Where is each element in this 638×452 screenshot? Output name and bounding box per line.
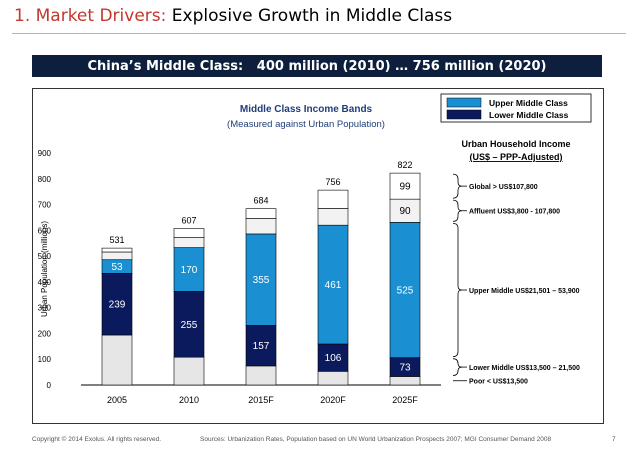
bar-segment <box>317 371 349 386</box>
bar-segment <box>173 228 205 238</box>
legend-swatch <box>446 97 482 108</box>
y-tick-label: 200 <box>38 329 52 338</box>
title-divider <box>12 33 626 34</box>
y-tick-label: 500 <box>38 252 52 261</box>
data-label: 73 <box>399 363 411 374</box>
bar-segment <box>101 251 133 261</box>
x-tick-label: 2015F <box>248 395 274 405</box>
total-label: 756 <box>325 177 340 187</box>
y-tick-label: 800 <box>38 175 52 184</box>
bar-segment <box>389 172 421 200</box>
bar-segment <box>245 218 277 235</box>
y-tick-label: 100 <box>38 355 52 364</box>
income-subtitle: (US$ – PPP-Adjusted) <box>469 152 562 162</box>
data-label: 53 <box>111 262 123 273</box>
chart-subtitle: (Measured against Urban Population) <box>227 119 385 130</box>
bar-segment <box>245 233 277 326</box>
page-number: 7 <box>612 436 616 443</box>
income-band-label: Affluent US$3,800 - 107,800 <box>469 209 560 216</box>
y-tick-label: 300 <box>38 304 52 313</box>
x-tick-label: 2010 <box>179 395 199 405</box>
chart-title: Middle Class Income Bands <box>240 104 373 115</box>
legend-label: Upper Middle Class <box>489 98 568 108</box>
x-tick-label: 2005 <box>107 395 127 405</box>
x-tick-label: 2025F <box>392 395 418 405</box>
data-label: 106 <box>325 353 342 364</box>
bar-segment <box>389 222 421 358</box>
data-label: 239 <box>109 300 126 311</box>
data-label: 461 <box>325 280 342 291</box>
bar-segment <box>317 224 349 345</box>
data-label: 90 <box>399 206 411 217</box>
copyright-text: Copyright © 2014 Exolus. All rights rese… <box>32 436 162 443</box>
page-title: 1. Market Drivers: Explosive Growth in M… <box>14 6 452 26</box>
bar-segment <box>173 356 205 386</box>
data-label: 170 <box>181 265 198 276</box>
income-title: Urban Household Income <box>461 139 570 149</box>
y-tick-label: 600 <box>38 226 52 235</box>
x-tick-label: 2020F <box>320 395 346 405</box>
income-band-label: Global > US$107,800 <box>469 184 538 191</box>
bar-segment <box>101 247 133 253</box>
title-main: Explosive Growth in Middle Class <box>171 6 453 26</box>
y-axis-label: Urban Population (millions) <box>40 221 49 317</box>
income-band-brace <box>452 358 463 376</box>
headline-banner: China’s Middle Class: 400 million (2010)… <box>32 55 602 77</box>
income-band-label: Upper Middle US$21,501 – 53,900 <box>469 288 580 295</box>
bar-segment <box>317 343 349 372</box>
bar-segment <box>101 334 133 386</box>
income-band-label: Lower Middle US$13,500 – 21,500 <box>469 365 580 372</box>
y-tick-label: 0 <box>47 381 52 390</box>
bar-segment <box>245 208 277 219</box>
title-prefix: 1. Market Drivers: <box>14 6 167 26</box>
sources-text: Sources: Urbanization Rates, Population … <box>200 436 552 443</box>
income-band-label: Poor < US$13,500 <box>469 379 528 386</box>
bar-segment <box>317 208 349 226</box>
total-label: 531 <box>109 235 124 245</box>
y-tick-label: 900 <box>38 149 52 158</box>
legend-swatch <box>446 109 482 120</box>
total-label: 607 <box>181 216 196 226</box>
legend-label: Lower Middle Class <box>489 110 569 120</box>
bar-segment <box>245 325 277 367</box>
income-band-brace <box>452 173 463 199</box>
y-tick-label: 700 <box>38 201 52 210</box>
total-label: 684 <box>253 196 268 206</box>
bar-segment <box>173 247 205 292</box>
data-label: 525 <box>397 286 414 297</box>
data-label: 355 <box>253 275 270 286</box>
bar-segment <box>389 376 421 386</box>
banner-text: China’s Middle Class: 400 million (2010)… <box>87 58 547 74</box>
data-label: 255 <box>181 320 198 331</box>
data-label: 157 <box>253 341 270 352</box>
chart-panel: Middle Class Income Bands (Measured again… <box>32 88 604 424</box>
income-band-brace <box>452 199 463 222</box>
bar-segment <box>245 365 277 386</box>
income-band-brace <box>452 222 463 358</box>
bar-segment <box>317 189 349 209</box>
bar-segment <box>173 236 205 248</box>
total-label: 822 <box>397 160 412 170</box>
y-tick-label: 400 <box>38 278 52 287</box>
data-label: 99 <box>399 182 411 193</box>
stacked-bar-chart: Middle Class Income Bands (Measured again… <box>38 93 592 405</box>
